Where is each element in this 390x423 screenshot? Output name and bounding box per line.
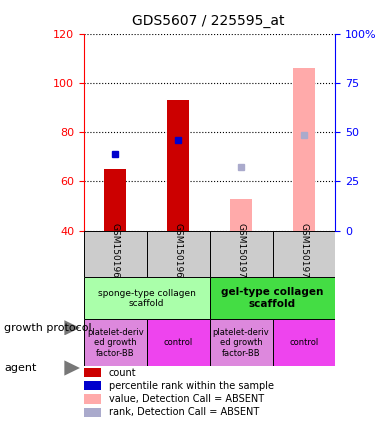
Bar bbox=[210, 277, 335, 319]
Polygon shape bbox=[64, 360, 80, 376]
Text: GDS5607 / 225595_at: GDS5607 / 225595_at bbox=[132, 14, 285, 27]
Text: value, Detection Call = ABSENT: value, Detection Call = ABSENT bbox=[109, 394, 264, 404]
Text: count: count bbox=[109, 368, 136, 378]
Text: rank, Detection Call = ABSENT: rank, Detection Call = ABSENT bbox=[109, 407, 259, 417]
Text: gel-type collagen
scaffold: gel-type collagen scaffold bbox=[222, 287, 324, 309]
Bar bbox=[273, 319, 335, 366]
Text: growth protocol: growth protocol bbox=[4, 323, 92, 333]
Bar bbox=[147, 319, 210, 366]
Bar bbox=[230, 198, 252, 231]
Bar bbox=[84, 381, 101, 390]
Bar bbox=[210, 231, 273, 277]
Text: percentile rank within the sample: percentile rank within the sample bbox=[109, 381, 274, 391]
Bar bbox=[147, 231, 210, 277]
Bar bbox=[84, 394, 101, 404]
Bar bbox=[273, 231, 335, 277]
Text: GSM1501968: GSM1501968 bbox=[174, 223, 183, 284]
Bar bbox=[84, 368, 101, 377]
Text: platelet-deriv
ed growth
factor-BB: platelet-deriv ed growth factor-BB bbox=[213, 328, 269, 357]
Bar bbox=[84, 408, 101, 417]
Bar bbox=[210, 319, 273, 366]
Text: sponge-type collagen
scaffold: sponge-type collagen scaffold bbox=[98, 288, 196, 308]
Text: GSM1501969: GSM1501969 bbox=[111, 223, 120, 284]
Text: control: control bbox=[163, 338, 193, 347]
Polygon shape bbox=[64, 320, 80, 335]
Bar bbox=[84, 231, 147, 277]
Bar bbox=[84, 277, 210, 319]
Text: control: control bbox=[289, 338, 319, 347]
Bar bbox=[104, 169, 126, 231]
Text: agent: agent bbox=[4, 363, 36, 373]
Bar bbox=[84, 319, 147, 366]
Text: GSM1501970: GSM1501970 bbox=[300, 223, 308, 284]
Text: platelet-deriv
ed growth
factor-BB: platelet-deriv ed growth factor-BB bbox=[87, 328, 144, 357]
Bar bbox=[293, 68, 315, 231]
Bar bbox=[167, 100, 189, 231]
Text: GSM1501971: GSM1501971 bbox=[237, 223, 246, 284]
